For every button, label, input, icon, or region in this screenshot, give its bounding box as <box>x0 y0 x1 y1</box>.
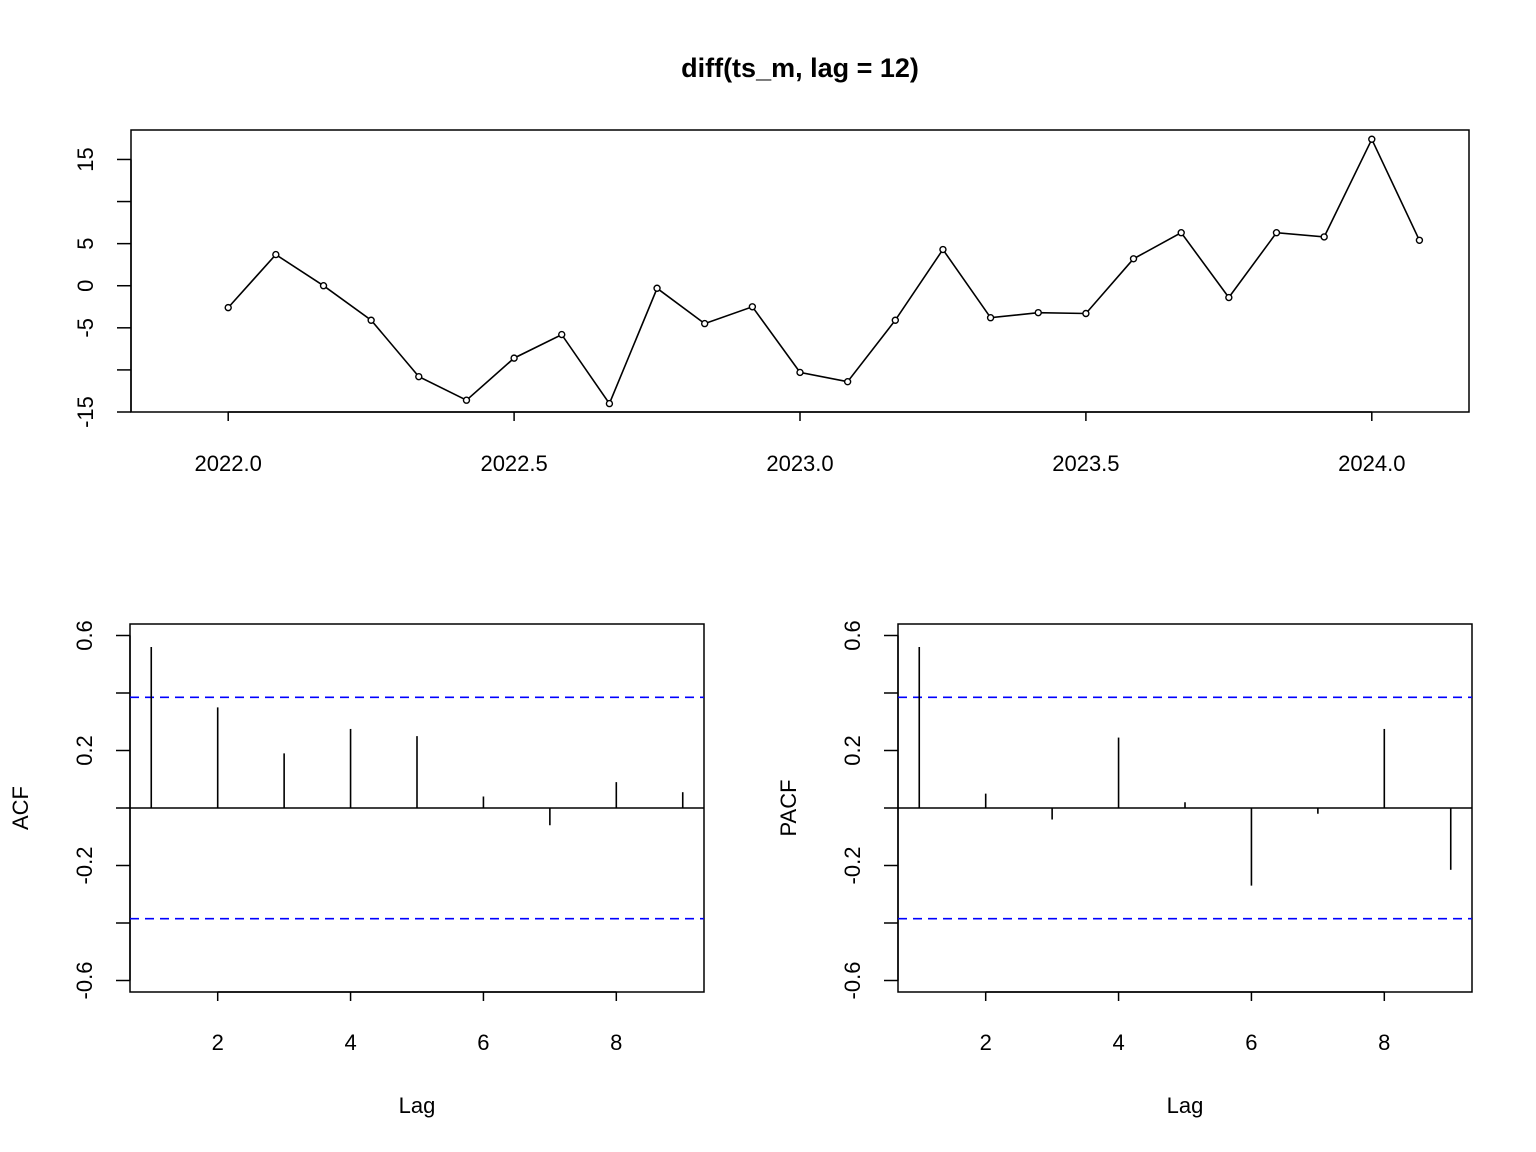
acf-panel: Lag ACF 2 4 6 8 -0.6 -0.2 0.2 0.6 <box>8 620 705 1118</box>
x-tick-label: 4 <box>1112 1030 1124 1055</box>
y-tick-label: -0.6 <box>840 962 865 1000</box>
y-tick-label: 0.6 <box>840 620 865 651</box>
pacf-xlabel: Lag <box>1167 1093 1204 1118</box>
x-tick-label: 6 <box>1245 1030 1257 1055</box>
y-tick-label: 5 <box>73 238 98 250</box>
x-tick-label: 2022.0 <box>195 451 262 476</box>
acf-xlabel: Lag <box>399 1093 436 1118</box>
data-point <box>796 368 804 377</box>
x-tick-label: 2 <box>980 1030 992 1055</box>
y-tick-label: 0 <box>73 280 98 292</box>
timeseries-title: diff(ts_m, lag = 12) <box>681 53 919 83</box>
x-tick-label: 4 <box>344 1030 356 1055</box>
acf-ylabel: ACF <box>8 786 33 830</box>
x-tick-label: 2023.5 <box>1052 451 1119 476</box>
data-point <box>415 372 423 381</box>
y-tick-label: -5 <box>73 318 98 338</box>
data-point <box>748 303 757 311</box>
data-point <box>1225 293 1233 302</box>
data-point <box>843 377 852 386</box>
data-point <box>1272 228 1281 237</box>
series-line <box>227 137 1421 406</box>
x-tick-label: 8 <box>610 1030 622 1055</box>
x-tick-label: 8 <box>1378 1030 1390 1055</box>
data-point <box>319 282 328 290</box>
data-point <box>1082 309 1090 318</box>
timeseries-panel: diff(ts_m, lag = 12) 2022.0 2022.5 2023.0 2… <box>73 53 1470 476</box>
y-tick-label: -0.2 <box>72 847 97 885</box>
data-point <box>653 284 661 292</box>
data-point <box>939 245 947 254</box>
data-point <box>1129 255 1138 263</box>
y-tick-label: -0.6 <box>72 962 97 1000</box>
y-tick-label: 15 <box>73 147 98 171</box>
data-point <box>1320 233 1328 241</box>
y-tick-label: 0.2 <box>72 735 97 766</box>
y-tick-label: 0.6 <box>72 620 97 651</box>
data-point <box>700 319 709 328</box>
data-point <box>272 250 280 259</box>
y-tick-label: -15 <box>73 396 98 428</box>
data-point <box>367 316 375 324</box>
data-point <box>1368 135 1376 143</box>
data-point <box>1034 308 1042 317</box>
y-tick-label: -0.2 <box>840 847 865 885</box>
data-point <box>558 330 566 339</box>
x-tick-label: 6 <box>477 1030 489 1055</box>
data-point <box>510 354 518 362</box>
pacf-panel: Lag PACF 2 4 6 8 -0.6 -0.2 0.2 0.6 <box>776 620 1473 1118</box>
pacf-ylabel: PACF <box>776 779 801 836</box>
y-tick-label: 0.2 <box>840 735 865 766</box>
data-point <box>986 314 995 322</box>
x-tick-label: 2023.0 <box>766 451 833 476</box>
x-tick-label: 2022.5 <box>480 451 547 476</box>
data-point <box>1177 228 1185 237</box>
data-point <box>1415 236 1424 244</box>
data-point <box>891 316 900 324</box>
x-tick-label: 2024.0 <box>1338 451 1405 476</box>
data-point <box>462 396 471 404</box>
x-tick-label: 2 <box>212 1030 224 1055</box>
data-point <box>224 303 232 312</box>
data-point <box>605 399 614 408</box>
